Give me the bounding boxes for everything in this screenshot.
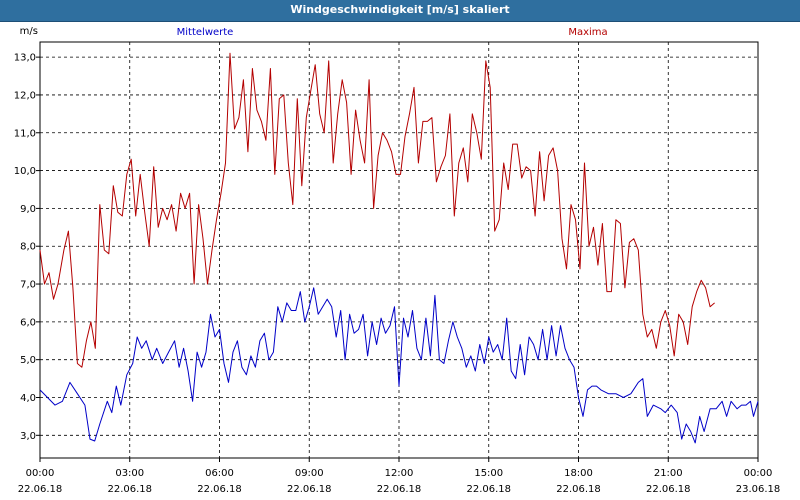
x-tick-time-label: 15:00 xyxy=(474,468,503,479)
x-tick-time-label: 18:00 xyxy=(564,468,593,479)
x-tick-date-label: 22.06.18 xyxy=(466,484,511,495)
y-tick-label: 7,0 xyxy=(20,280,36,291)
x-tick-date-label: 22.06.18 xyxy=(18,484,63,495)
x-tick-time-label: 21:00 xyxy=(654,468,683,479)
legend-label-maxima: Maxima xyxy=(568,27,607,38)
x-tick-date-label: 22.06.18 xyxy=(197,484,242,495)
x-tick-time-label: 06:00 xyxy=(205,468,234,479)
title-bar: Windgeschwindigkeit [m/s] skaliert xyxy=(0,0,800,22)
series-line-mittelwerte xyxy=(39,287,759,444)
series-line-maxima xyxy=(39,52,715,368)
x-tick-date-label: 22.06.18 xyxy=(107,484,152,495)
x-tick-date-label: 22.06.18 xyxy=(646,484,691,495)
y-tick-label: 10,0 xyxy=(14,166,36,177)
x-tick-date-label: 22.06.18 xyxy=(377,484,422,495)
y-tick-label: 4,0 xyxy=(20,393,36,404)
y-tick-label: 9,0 xyxy=(20,204,36,215)
y-tick-label: 8,0 xyxy=(20,242,36,253)
y-tick-label: 3,0 xyxy=(20,431,36,442)
y-tick-label: 6,0 xyxy=(20,317,36,328)
chart-title: Windgeschwindigkeit [m/s] skaliert xyxy=(290,3,510,16)
x-tick-date-label: 23.06.18 xyxy=(736,484,781,495)
y-tick-label: 12,0 xyxy=(14,90,36,101)
y-tick-label: 13,0 xyxy=(14,53,36,64)
x-tick-time-label: 00:00 xyxy=(744,468,773,479)
x-tick-time-label: 00:00 xyxy=(26,468,55,479)
x-tick-time-label: 03:00 xyxy=(115,468,144,479)
y-tick-label: 11,0 xyxy=(14,128,36,139)
y-tick-label: 5,0 xyxy=(20,355,36,366)
legend-label-mittelwerte: Mittelwerte xyxy=(177,27,234,38)
x-tick-time-label: 12:00 xyxy=(385,468,414,479)
y-axis-label: m/s xyxy=(20,26,38,37)
x-tick-time-label: 09:00 xyxy=(295,468,324,479)
x-tick-date-label: 22.06.18 xyxy=(556,484,601,495)
x-tick-date-label: 22.06.18 xyxy=(287,484,332,495)
